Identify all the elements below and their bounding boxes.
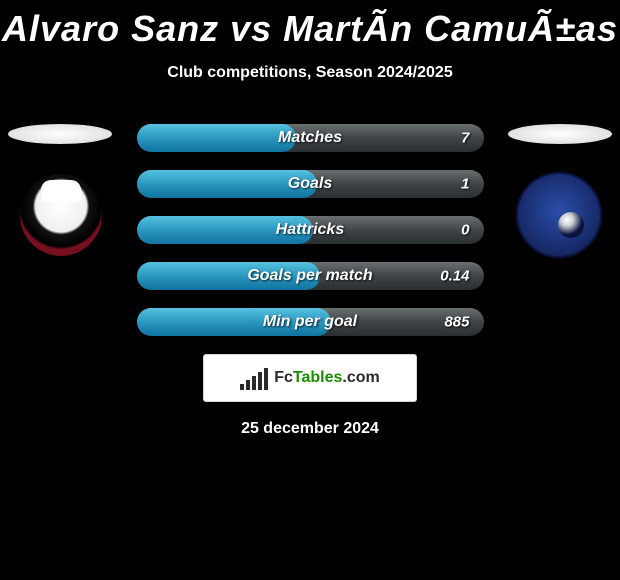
stat-value: 0.14 — [440, 268, 469, 285]
logo-suffix: .com — [342, 369, 379, 386]
logo-bar — [252, 376, 256, 390]
stat-row: Min per goal885 — [137, 308, 484, 336]
logo-bar — [240, 384, 244, 390]
fctables-logo[interactable]: FcTables.com — [203, 354, 417, 402]
stat-label: Goals per match — [137, 267, 484, 285]
logo-bar — [246, 380, 250, 390]
stat-label: Hattricks — [137, 221, 484, 239]
logo-bar — [264, 368, 268, 390]
stat-row: Goals per match0.14 — [137, 262, 484, 290]
logo-accent: Tables — [293, 369, 343, 386]
comparison-infographic: Alvaro Sanz vs MartÃ­n CamuÃ±as Club com… — [0, 0, 620, 580]
subtitle: Club competitions, Season 2024/2025 — [0, 64, 620, 82]
logo-bar — [258, 372, 262, 390]
stat-value: 885 — [444, 314, 469, 331]
logo-pre: Fc — [274, 369, 293, 386]
stat-label: Goals — [137, 175, 484, 193]
stat-value: 0 — [461, 222, 469, 239]
stat-value: 7 — [461, 130, 469, 147]
stats-area: Matches7Goals1Hattricks0Goals per match0… — [0, 124, 620, 336]
date-caption: 25 december 2024 — [0, 420, 620, 438]
stat-label: Min per goal — [137, 313, 484, 331]
stat-row: Goals1 — [137, 170, 484, 198]
logo-text: FcTables.com — [274, 369, 380, 387]
bar-chart-icon — [240, 366, 268, 390]
stat-label: Matches — [137, 129, 484, 147]
stat-row: Hattricks0 — [137, 216, 484, 244]
stat-value: 1 — [461, 176, 469, 193]
stat-row: Matches7 — [137, 124, 484, 152]
page-title: Alvaro Sanz vs MartÃ­n CamuÃ±as — [0, 0, 620, 50]
stat-rows: Matches7Goals1Hattricks0Goals per match0… — [0, 124, 620, 336]
